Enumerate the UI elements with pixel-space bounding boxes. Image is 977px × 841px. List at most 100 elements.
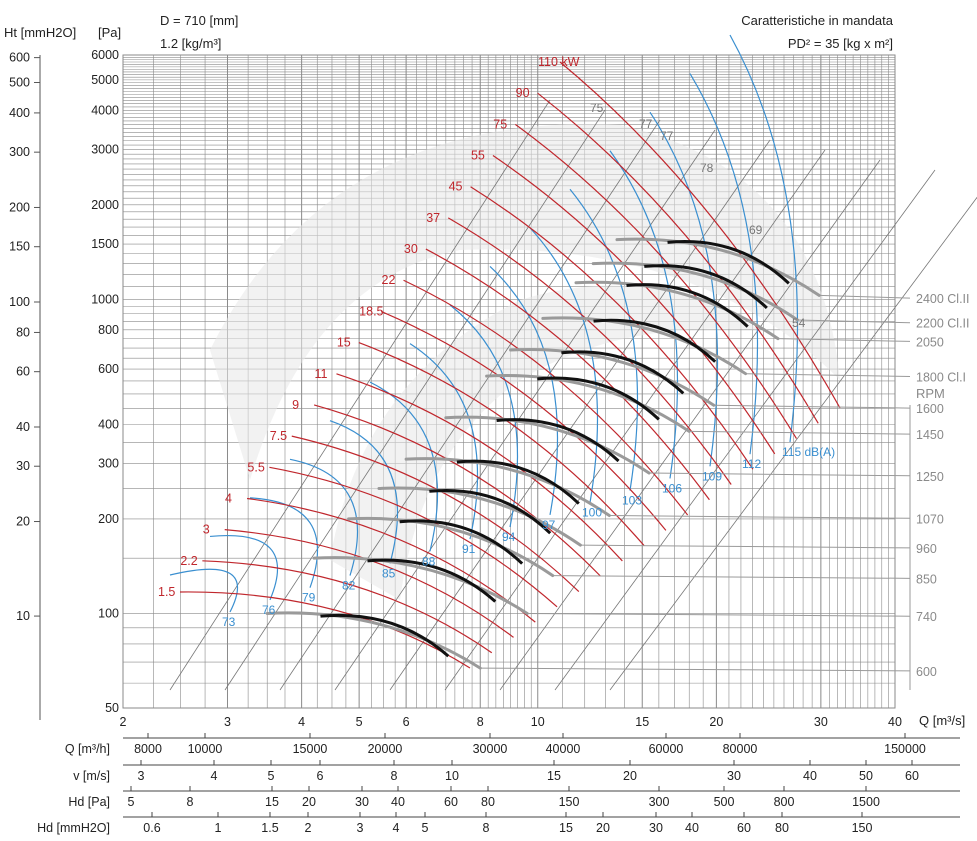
x-tick-label: 40	[888, 715, 902, 729]
y-mmh2o-tick-label: 100	[9, 295, 30, 309]
power-label: 22	[382, 273, 396, 287]
system-line	[499, 159, 881, 691]
rpm-curve	[429, 489, 552, 535]
noise-curve	[169, 568, 239, 613]
noise-label: 82	[342, 579, 356, 593]
power-label: 30	[404, 242, 418, 256]
x-tick-label: 30	[814, 715, 828, 729]
rpm-label: 600	[916, 665, 937, 679]
watermark-logo	[210, 124, 840, 600]
scale-tick-label: 60	[444, 795, 458, 809]
scale-tick-label: 1500	[852, 795, 880, 809]
power-curve	[336, 373, 623, 562]
scale-tick-label: 2	[305, 821, 312, 835]
rpm-label: 850	[916, 572, 937, 586]
y-axis-mmh2o-title: Ht [mmH2O]	[4, 25, 76, 40]
rpm-curve-outer	[574, 280, 780, 341]
rpm-label: 1600	[916, 402, 944, 416]
power-label: 90	[516, 86, 530, 100]
noise-curve	[489, 265, 559, 515]
y-mmh2o-tick-label: 10	[16, 609, 30, 623]
watermark-shape	[210, 124, 840, 480]
power-curve	[202, 560, 493, 654]
y-pa-tick-label: 3000	[91, 143, 119, 157]
power-curve	[313, 404, 602, 577]
x-tick-label: 8	[477, 715, 484, 729]
y-mmh2o-tick-label: 400	[9, 106, 30, 120]
power-label: 11	[314, 367, 327, 381]
system-line	[554, 169, 936, 691]
y-mmh2o-tick-label: 300	[9, 145, 30, 159]
density-label: 1.2 [kg/m³]	[160, 36, 221, 51]
power-curve	[269, 466, 558, 608]
scale-tick-label: 80	[775, 821, 789, 835]
scale-tick-label: 10	[445, 769, 459, 783]
x-tick-label: 15	[635, 715, 649, 729]
y-pa-tick-label: 200	[98, 512, 119, 526]
y-pa-tick-label: 1500	[91, 237, 119, 251]
power-curve	[179, 591, 471, 669]
power-curve	[224, 529, 514, 638]
noise-label: 106	[662, 481, 682, 495]
scale-tick-label: 20	[302, 795, 316, 809]
scale-tick-label: 6	[317, 769, 324, 783]
scale-tick-label: 8	[483, 821, 490, 835]
rpm-curve	[667, 240, 790, 285]
power-curve	[425, 248, 710, 501]
system-line	[169, 99, 551, 691]
y-pa-tick-label: 100	[98, 606, 119, 620]
rpm-curve	[496, 418, 620, 463]
power-label: 2.2	[180, 554, 197, 568]
scale-tick-label: 30	[727, 769, 741, 783]
noise-label: 97	[542, 518, 556, 532]
rpm-curve	[593, 318, 717, 363]
y-axis-pa-title: [Pa]	[98, 25, 121, 40]
noise-curve	[689, 73, 759, 455]
scale-tick-label: 150	[559, 795, 580, 809]
rpm-curve-outer	[377, 486, 582, 547]
y-mmh2o-tick-label: 500	[9, 75, 30, 89]
rpm-leader	[649, 472, 911, 477]
rpm-leader	[797, 319, 911, 324]
rpm-curve	[399, 519, 524, 565]
power-curve	[447, 217, 732, 485]
rpm-curve	[456, 459, 580, 505]
scale-tick-label: 1.5	[261, 821, 278, 835]
scale-tick-label: 3	[138, 769, 145, 783]
scale-label: Q [m³/h]	[65, 742, 110, 756]
rpm-label: 1450	[916, 428, 944, 442]
efficiency-label: 75	[590, 101, 604, 115]
subtitle-label: Caratteristiche in mandata	[741, 13, 894, 28]
power-curve	[470, 186, 754, 470]
noise-curve	[409, 343, 479, 540]
noise-curve	[529, 227, 599, 503]
rpm-curve-outer	[265, 611, 482, 670]
scale-tick-label: 20000	[368, 742, 403, 756]
x-tick-label: 5	[356, 715, 363, 729]
rpm-curve-outer	[444, 415, 651, 475]
power-label: 18.5	[359, 304, 383, 318]
power-curve	[559, 61, 841, 409]
rpm-label: 2200 Cl.II	[916, 317, 970, 331]
scale-tick-label: 15	[265, 795, 279, 809]
scale-tick-label: 20	[596, 821, 610, 835]
rpm-label: 1800 Cl.I	[916, 370, 966, 384]
power-curve	[537, 92, 819, 424]
scale-tick-label: 40	[803, 769, 817, 783]
bottom-scales: Q [m³/h] 8000 10000 15000 20000 30000 40000 600…	[37, 733, 960, 835]
noise-label: 79	[302, 591, 316, 605]
power-label: 5.5	[247, 460, 264, 474]
power-label: 4	[225, 491, 232, 505]
rpm-curves	[265, 237, 911, 690]
noise-curve	[209, 535, 279, 601]
x-axis-title: Q [m³/s]	[919, 713, 965, 728]
power-label: 55	[471, 149, 485, 163]
efficiency-label: 54	[792, 316, 806, 330]
noise-label: 85	[382, 566, 396, 580]
rpm-curve	[561, 350, 685, 395]
rpm-curve-outer	[485, 374, 691, 433]
rpm-leader	[580, 544, 911, 549]
scale-tick-label: 4	[211, 769, 218, 783]
power-label: 75	[493, 117, 507, 131]
